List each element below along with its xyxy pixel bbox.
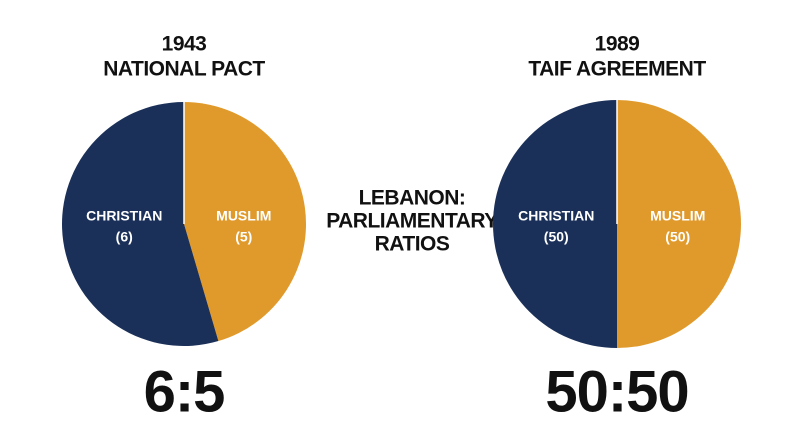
pie-year: 1943: [162, 33, 207, 56]
slice-label: MUSLIM: [216, 208, 271, 224]
center-title: RATIOS: [375, 233, 450, 256]
pie-slice: [184, 102, 306, 342]
slice-value-label: (50): [544, 229, 569, 245]
slice-value-label: (6): [116, 229, 133, 245]
ratio: 6:5: [144, 359, 225, 424]
slice-value-label: (5): [235, 229, 252, 245]
center-title: PARLIAMENTARY: [326, 210, 498, 233]
ratio: 50:50: [545, 359, 688, 424]
slice-label: CHRISTIAN: [86, 208, 162, 224]
pie-title: TAIF AGREEMENT: [528, 58, 706, 81]
slice-value-label: (50): [665, 229, 690, 245]
pie-slice: [493, 100, 617, 348]
pie-title: NATIONAL PACT: [103, 58, 265, 81]
pie-year: 1989: [595, 33, 640, 56]
slice-label: MUSLIM: [650, 208, 705, 224]
center-title: LEBANON:: [359, 187, 466, 210]
pie-slice: [61, 101, 219, 346]
pie-slice: [617, 100, 741, 348]
slice-label: CHRISTIAN: [518, 208, 594, 224]
